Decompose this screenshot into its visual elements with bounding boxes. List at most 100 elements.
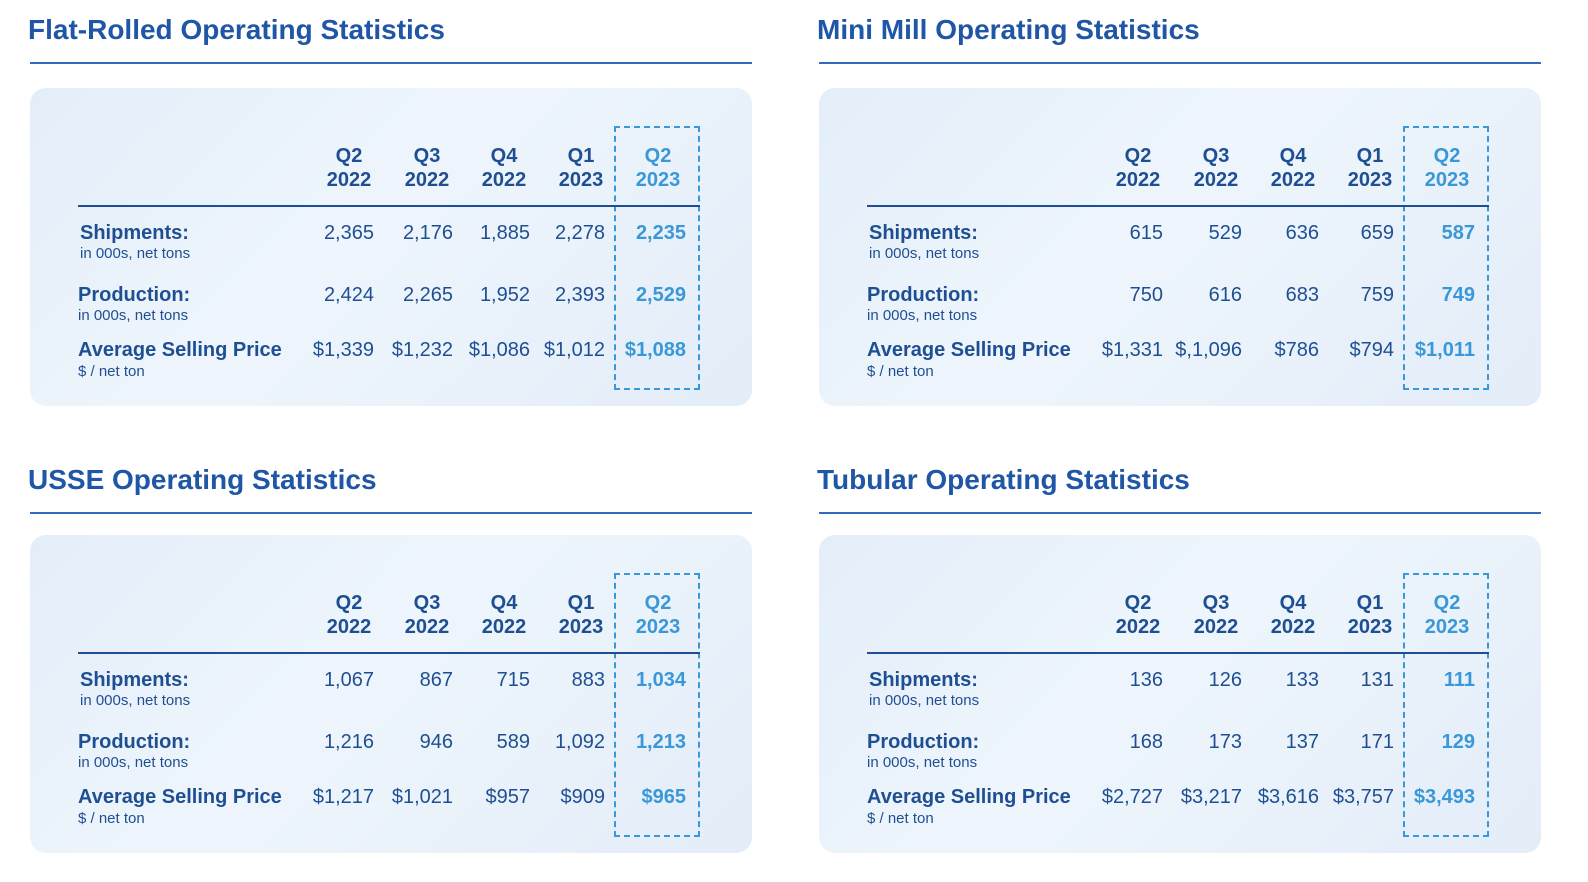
title-divider: [30, 62, 752, 64]
column-header: Q3 2022: [1193, 145, 1239, 191]
production-unit: in 000s, net tons: [867, 307, 978, 324]
table-cell: 2,424: [323, 284, 374, 306]
title-divider: [30, 512, 752, 514]
flat-rolled-section: Flat-Rolled Operating Statistics Q2 2022 …: [28, 0, 752, 420]
avg-selling-price-label: Average Selling Price: [78, 339, 282, 361]
table-cell: 659: [1360, 222, 1394, 244]
production-unit: in 000s, net tons: [78, 307, 189, 324]
current-quarter-highlight: [614, 573, 700, 837]
tubular-section: Tubular Operating Statistics Q2 2022 Q3 20…: [817, 450, 1541, 870]
table-cell: 750: [1129, 284, 1163, 306]
avg-selling-price-label: Average Selling Price: [867, 339, 1071, 361]
column-header: Q1 2023: [558, 145, 604, 191]
shipments-label: Shipments:: [869, 669, 978, 691]
table-cell: 883: [571, 669, 605, 691]
avg-selling-price-label: Average Selling Price: [867, 786, 1071, 808]
column-header: Q1 2023: [558, 592, 604, 638]
column-header-current: Q2 2023: [635, 592, 681, 638]
table-cell-current: 1,213: [635, 731, 686, 753]
header-divider: [867, 205, 1489, 207]
column-header-current: Q2 2023: [1424, 145, 1470, 191]
table-cell-current: 1,034: [635, 669, 686, 691]
table-cell: 131: [1360, 669, 1394, 691]
stats-panel: Q2 2022 Q3 2022 Q4 2022 Q1 2023 Q2 2023 Shipm…: [30, 535, 752, 853]
table-cell-current: 2,529: [635, 284, 686, 306]
table-cell-current: $1,011: [1414, 339, 1475, 361]
avg-selling-price-unit: $ / net ton: [78, 363, 145, 380]
table-cell: 2,265: [402, 284, 453, 306]
table-cell: 946: [419, 731, 453, 753]
column-header: Q4 2022: [1270, 592, 1316, 638]
table-cell: $909: [560, 786, 606, 808]
title-divider: [819, 512, 1541, 514]
header-divider: [78, 652, 700, 654]
production-label: Production:: [867, 731, 980, 753]
column-header: Q4 2022: [1270, 145, 1316, 191]
table-cell-current: 749: [1441, 284, 1475, 306]
table-cell: 615: [1129, 222, 1163, 244]
shipments-unit: in 000s, net tons: [869, 245, 980, 262]
current-quarter-highlight: [1403, 126, 1489, 390]
table-cell: 867: [419, 669, 453, 691]
mini-mill-section: Mini Mill Operating Statistics Q2 2022 Q3…: [817, 0, 1541, 420]
current-quarter-highlight: [614, 126, 700, 390]
production-unit: in 000s, net tons: [78, 754, 189, 771]
stats-panel: Q2 2022 Q3 2022 Q4 2022 Q1 2023 Q2 2023 Shipm…: [819, 88, 1541, 406]
table-cell: 589: [496, 731, 530, 753]
table-cell: $,1,096: [1175, 339, 1242, 361]
table-cell: $3,757: [1332, 786, 1394, 808]
avg-selling-price-label: Average Selling Price: [78, 786, 282, 808]
table-cell: 171: [1360, 731, 1394, 753]
column-header: Q4 2022: [481, 145, 527, 191]
usse-section: USSE Operating Statistics Q2 2022 Q3 2022 …: [28, 450, 752, 870]
column-header: Q2 2022: [326, 145, 372, 191]
column-header: Q3 2022: [404, 592, 450, 638]
avg-selling-price-unit: $ / net ton: [867, 810, 934, 827]
column-header: Q3 2022: [1193, 592, 1239, 638]
table-cell: 1,092: [554, 731, 605, 753]
column-header: Q3 2022: [404, 145, 450, 191]
table-cell: 133: [1285, 669, 1319, 691]
column-header: Q1 2023: [1347, 145, 1393, 191]
stats-panel: Q2 2022 Q3 2022 Q4 2022 Q1 2023 Q2 2023 Shipm…: [30, 88, 752, 406]
shipments-unit: in 000s, net tons: [869, 692, 980, 709]
table-cell: $1,021: [391, 786, 453, 808]
table-cell: $3,217: [1180, 786, 1242, 808]
shipments-unit: in 000s, net tons: [80, 692, 191, 709]
table-cell: 715: [496, 669, 530, 691]
header-divider: [78, 205, 700, 207]
table-cell-current: 111: [1443, 669, 1475, 691]
table-cell-current: $965: [641, 786, 687, 808]
shipments-unit: in 000s, net tons: [80, 245, 191, 262]
column-header: Q2 2022: [1115, 592, 1161, 638]
column-header: Q4 2022: [481, 592, 527, 638]
table-cell: $786: [1274, 339, 1320, 361]
table-cell: 759: [1360, 284, 1394, 306]
shipments-label: Shipments:: [869, 222, 978, 244]
table-cell: 136: [1129, 669, 1163, 691]
table-cell: 1,952: [479, 284, 530, 306]
table-cell-current: 2,235: [635, 222, 686, 244]
table-cell: 1,216: [323, 731, 374, 753]
header-divider: [867, 652, 1489, 654]
column-header: Q2 2022: [326, 592, 372, 638]
stats-panel: Q2 2022 Q3 2022 Q4 2022 Q1 2023 Q2 2023 Shipm…: [819, 535, 1541, 853]
avg-selling-price-unit: $ / net ton: [867, 363, 934, 380]
table-cell: 1,067: [323, 669, 374, 691]
table-cell: $2,727: [1101, 786, 1163, 808]
table-cell: $1,339: [312, 339, 374, 361]
current-quarter-highlight: [1403, 573, 1489, 837]
table-cell: 2,278: [554, 222, 605, 244]
table-cell: $794: [1349, 339, 1395, 361]
section-title: Flat-Rolled Operating Statistics: [28, 14, 445, 45]
avg-selling-price-unit: $ / net ton: [78, 810, 145, 827]
table-cell: 2,365: [323, 222, 374, 244]
table-cell: 1,885: [479, 222, 530, 244]
table-cell: 168: [1129, 731, 1163, 753]
section-title: USSE Operating Statistics: [28, 464, 377, 495]
table-cell: 636: [1285, 222, 1319, 244]
production-unit: in 000s, net tons: [867, 754, 978, 771]
table-cell: $1,012: [543, 339, 605, 361]
table-cell-current: $3,493: [1413, 786, 1475, 808]
table-cell: $957: [485, 786, 531, 808]
